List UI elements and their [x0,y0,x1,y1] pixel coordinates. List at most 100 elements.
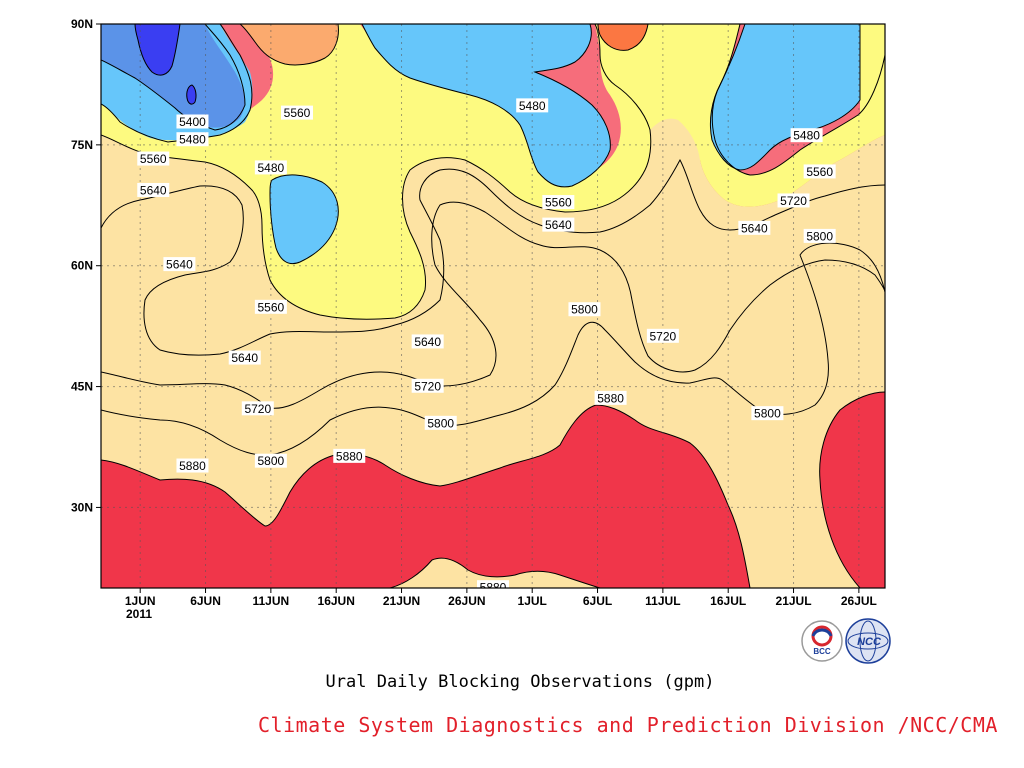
band-5640-5720-top [240,24,339,65]
y-tick-label: 90N [71,17,93,31]
x-tick-label: 16JUL [710,594,746,608]
contour-label: 5560 [281,105,313,120]
contour-label-text: 5560 [806,165,833,179]
contour-label-text: 5560 [140,152,167,166]
band-5480-blue-top [362,24,611,187]
isoline-5560-top [239,24,339,66]
contour-label-box [777,193,810,208]
contour-label-box [751,406,784,421]
isoline-5880-right [819,391,885,588]
isoline-lt5400-core [134,24,181,76]
isoline-5480 [101,24,253,143]
isoline-5800-top [597,24,649,51]
contour-label-box [241,401,274,416]
band-ge5960-bottom [101,405,750,588]
x-tick-label: 26JUN [448,594,485,608]
y-axis: 30N 45N 60N 75N 90N [71,17,101,514]
contour-label: 5720 [241,401,274,416]
band-lt5400-core [135,24,180,76]
contour-label-text: 5880 [480,581,507,595]
contour-label-box [477,580,509,588]
svg-text:NCC: NCC [857,636,882,648]
contour-label-text: 5640 [166,258,193,272]
contour-label: 5800 [568,302,601,317]
contour-label-box [568,302,601,317]
band-5480-blue-cell [270,174,339,264]
band-5480-5560-ne [860,24,885,115]
contour-label-text: 5400 [179,115,206,129]
contour-label: 5880 [477,580,509,595]
contour-label-text: 5640 [140,183,167,197]
contour-label-box [176,132,209,147]
isoline-5720 [101,201,885,409]
contour-label: 5480 [176,132,209,147]
plot-area: 5400 5480 5560 5640 5480 5560 5640 5560 5640 5720… [101,24,885,595]
contour-label: 5560 [137,151,170,166]
credit-line: Climate System Diagnostics and Predictio… [258,713,998,737]
contour-label-box [594,390,627,405]
band-ge5960-right [819,392,885,588]
grid-lines [101,24,885,588]
contour-label: 5640 [738,220,771,235]
contour-label: 5800 [424,415,457,430]
x-tick-label: 16JUN [318,594,355,608]
contour-label-text: 5480 [258,161,285,175]
contour-label: 5560 [254,299,287,314]
contour-label-text: 5720 [244,402,271,416]
contour-label-box [163,257,196,272]
contour-label-box [137,151,170,166]
y-tick-label: 75N [71,138,93,152]
contour-label-text: 5560 [545,196,572,210]
contour-label-box [228,350,261,365]
band-5800-5880-top [598,24,648,51]
contour-label-text: 5720 [780,194,807,208]
contour-label: 5640 [542,217,575,232]
contour-label: 5720 [646,328,679,343]
isoline-lt5400-dot [186,84,197,105]
contour-label-text: 5560 [284,106,311,120]
contour-label-box [542,217,575,232]
contour-label-box [254,453,287,468]
svg-text:BCC: BCC [813,647,831,656]
contour-label-box [176,114,209,129]
contour-label-box [333,448,366,463]
isoline-5880-bottom [389,557,601,588]
band-lt5400-dot [186,85,196,105]
isoline-5480-top [361,24,611,188]
contour-label-text: 5480 [179,133,206,147]
contour-label-text: 5720 [650,329,677,343]
x-axis-year-label: 2011 [126,607,152,621]
contour-label: 5560 [803,164,836,179]
contour-label: 5480 [790,128,823,143]
contour-label-box [424,415,457,430]
isoline-5400 [101,24,246,131]
x-tick-label: 1JUN [125,594,156,608]
x-tick-label: 11JUL [645,594,680,608]
contour-lines [101,24,885,588]
contour-label-text: 5800 [754,407,781,421]
contour-label-text: 5880 [336,449,363,463]
contour-label-box [790,128,823,143]
contour-label-text: 5800 [427,416,454,430]
ncc-logo: NCC [845,618,891,664]
contour-label: 5720 [411,378,444,393]
contour-label-box [281,105,313,120]
contour-label-text: 5880 [179,459,206,473]
isoline-5560 [101,24,652,320]
y-tick-label: 45N [71,380,93,394]
band-5480-blue-ne [710,24,860,170]
contour-labels: 5400 5480 5560 5640 5480 5560 5640 5560 5640 5720… [137,98,836,595]
x-axis: 1JUN 6JUN 11JUN 16JUN 21JUN 26JUN 1JUL 6JUL 11JU… [125,588,877,608]
contour-label-box [254,299,287,314]
x-tick-label: 26JUL [841,594,877,608]
contour-label-text: 5640 [545,218,572,232]
contour-label: 5480 [254,160,287,175]
contour-label-box [516,98,549,113]
contour-label: 5880 [594,390,627,405]
contour-label-text: 5640 [231,351,258,365]
bcc-logo: BCC [801,620,843,662]
contour-label: 5880 [176,458,209,473]
chart-title: Ural Daily Blocking Observations (gpm) [325,672,715,692]
contour-label: 5800 [254,453,287,468]
